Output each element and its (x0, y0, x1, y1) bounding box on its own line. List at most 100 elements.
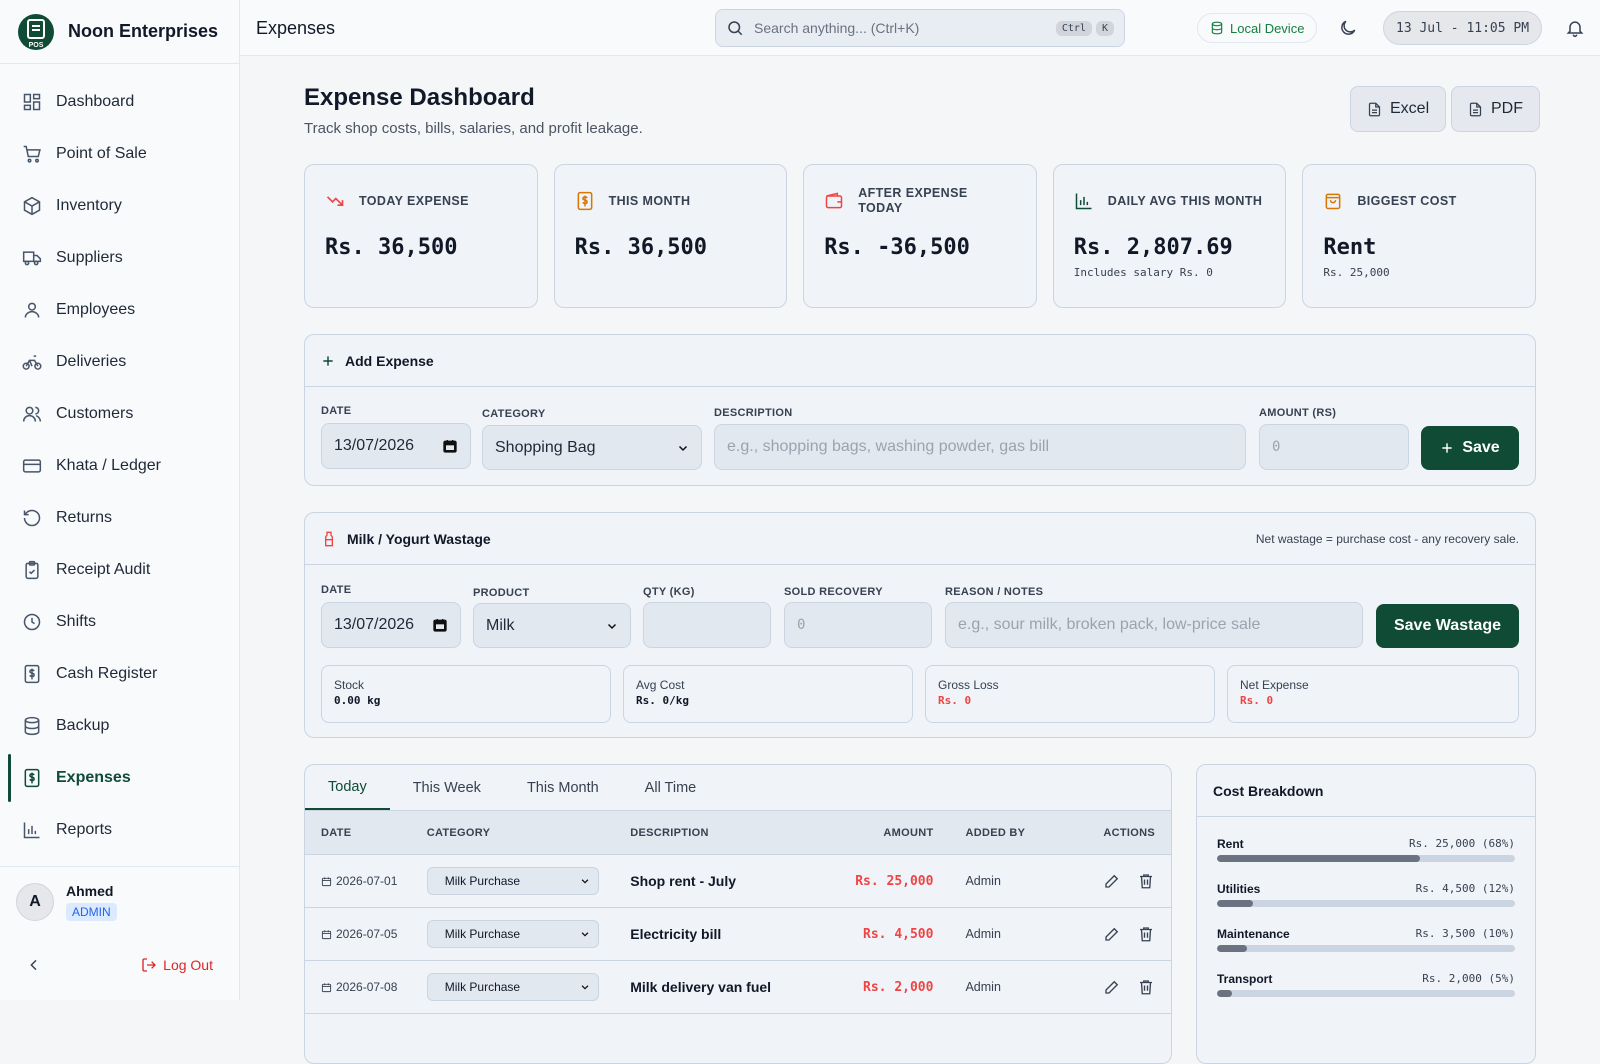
sidebar-item-label: Cash Register (56, 665, 157, 683)
sidebar-item-suppliers[interactable]: Suppliers (0, 232, 239, 284)
tab-today[interactable]: Today (305, 765, 390, 810)
row-category-select[interactable]: Milk Purchase (427, 920, 599, 948)
stat-card-this-month: THIS MONTH Rs. 36,500 (554, 164, 788, 308)
description-input[interactable]: e.g., shopping bags, washing powder, gas… (714, 424, 1246, 470)
sidebar-item-receipt-audit[interactable]: Receipt Audit (0, 544, 239, 596)
sidebar-item-inventory[interactable]: Inventory (0, 180, 239, 232)
save-label: Save (1462, 439, 1499, 457)
card-label: TODAY EXPENSE (359, 194, 469, 209)
edit-icon[interactable] (1103, 925, 1121, 943)
breakdown-bar-fill (1217, 945, 1247, 952)
trash-icon[interactable] (1137, 872, 1155, 890)
save-wastage-button[interactable]: Save Wastage (1376, 604, 1519, 648)
moon-icon[interactable] (1338, 18, 1358, 38)
expenses-table: Today This Week This Month All Time DATE… (304, 764, 1172, 1064)
add-expense-panel: Add Expense DATE 13/07/2026 CATEGORY Sho… (304, 334, 1536, 486)
calendar-icon (321, 982, 332, 993)
row-category: Milk Purchase (445, 874, 520, 888)
row-description: Electricity bill (630, 926, 810, 942)
sidebar-item-khata-ledger[interactable]: Khata / Ledger (0, 440, 239, 492)
save-expense-button[interactable]: Save (1421, 426, 1519, 470)
product-label: PRODUCT (473, 587, 530, 599)
col-category: CATEGORY (427, 827, 631, 839)
row-description: Shop rent - July (630, 873, 810, 889)
calendar-icon[interactable] (432, 617, 448, 633)
card-label: THIS MONTH (609, 194, 691, 209)
edit-icon[interactable] (1103, 978, 1121, 996)
sidebar-item-backup[interactable]: Backup (0, 700, 239, 752)
table-row: 2026-07-05 Milk Purchase Electricity bil… (305, 908, 1171, 961)
calendar-icon[interactable] (442, 438, 458, 454)
qty-input[interactable] (643, 602, 771, 648)
kbd-k: K (1096, 21, 1114, 36)
reason-input[interactable]: e.g., sour milk, broken pack, low-price … (945, 602, 1363, 648)
bell-icon[interactable] (1565, 18, 1585, 38)
breakdown-amount: Rs. 25,000 (68%) (1409, 837, 1515, 851)
sidebar-item-customers[interactable]: Customers (0, 388, 239, 440)
bar-chart-icon (22, 820, 42, 840)
stat-value: 0.00 kg (334, 694, 598, 707)
sidebar-item-dashboard[interactable]: Dashboard (0, 76, 239, 128)
tab-this-week[interactable]: This Week (390, 765, 504, 810)
chevron-down-icon (580, 876, 590, 886)
logout-label: Log Out (163, 957, 213, 973)
local-device-badge[interactable]: Local Device (1197, 13, 1317, 43)
sidebar-item-label: Deliveries (56, 353, 126, 371)
stat-label: Net Expense (1240, 678, 1506, 692)
tab-all-time[interactable]: All Time (622, 765, 720, 810)
breakdown-amount: Rs. 2,000 (5%) (1422, 972, 1515, 986)
sidebar-item-returns[interactable]: Returns (0, 492, 239, 544)
breakdown-amount: Rs. 3,500 (10%) (1416, 927, 1515, 941)
category-select[interactable]: Shopping Bag (482, 425, 702, 470)
stat-label: Avg Cost (636, 678, 900, 692)
sidebar-item-cash-register[interactable]: Cash Register (0, 648, 239, 700)
wastage-stat-net-expense: Net Expense Rs. 0 (1227, 665, 1519, 723)
sidebar-item-shifts[interactable]: Shifts (0, 596, 239, 648)
edit-icon[interactable] (1103, 872, 1121, 890)
wastage-stat-stock: Stock 0.00 kg (321, 665, 611, 723)
table-row: 2026-07-01 Milk Purchase Shop rent - Jul… (305, 855, 1171, 908)
chevron-left-icon[interactable] (26, 957, 42, 973)
card-value: Rs. 2,807.69 (1074, 235, 1266, 260)
wastage-date-field[interactable]: 13/07/2026 (321, 602, 461, 648)
pdf-button[interactable]: PDF (1451, 86, 1540, 132)
breakdown-bar-fill (1217, 855, 1420, 862)
excel-button[interactable]: Excel (1350, 86, 1446, 132)
row-amount: Rs. 25,000 (810, 874, 934, 889)
search-placeholder: Search anything... (Ctrl+K) (754, 20, 919, 36)
col-amount: AMOUNT (810, 827, 934, 839)
bag-icon (1323, 191, 1343, 211)
trash-icon[interactable] (1137, 925, 1155, 943)
avatar[interactable]: A (16, 883, 54, 921)
sidebar-item-expenses[interactable]: Expenses (0, 752, 239, 804)
stat-label: Gross Loss (938, 678, 1202, 692)
sidebar-item-reports[interactable]: Reports (0, 804, 239, 856)
breakdown-bar (1217, 990, 1515, 997)
sidebar-item-employees[interactable]: Employees (0, 284, 239, 336)
product-value: Milk (486, 617, 514, 635)
tab-this-month[interactable]: This Month (504, 765, 622, 810)
trash-icon[interactable] (1137, 978, 1155, 996)
description-placeholder: e.g., shopping bags, washing powder, gas… (727, 438, 1049, 456)
card-value: Rs. -36,500 (824, 235, 1016, 260)
sidebar-item-label: Inventory (56, 197, 122, 215)
local-device-label: Local Device (1230, 21, 1304, 36)
logout-button[interactable]: Log Out (141, 957, 213, 973)
page-name: Expenses (256, 18, 335, 39)
stat-card-biggest-cost: BIGGEST COST Rent Rs. 25,000 (1302, 164, 1536, 308)
product-select[interactable]: Milk (473, 603, 631, 648)
recovery-input[interactable]: 0 (784, 602, 932, 648)
row-category-select[interactable]: Milk Purchase (427, 973, 599, 1001)
row-category-select[interactable]: Milk Purchase (427, 867, 599, 895)
sidebar-nav: Dashboard Point of Sale Inventory Suppli… (0, 64, 239, 856)
sidebar: POS Noon Enterprises Dashboard Point of … (0, 0, 240, 1000)
sidebar-item-deliveries[interactable]: Deliveries (0, 336, 239, 388)
excel-label: Excel (1390, 100, 1429, 118)
wastage-date-value: 13/07/2026 (334, 616, 414, 634)
amount-input[interactable]: 0 (1259, 424, 1409, 470)
row-added-by: Admin (933, 980, 1033, 994)
row-date: 2026-07-08 (336, 980, 397, 994)
sidebar-item-point-of-sale[interactable]: Point of Sale (0, 128, 239, 180)
expense-date-field[interactable]: 13/07/2026 (321, 423, 471, 469)
